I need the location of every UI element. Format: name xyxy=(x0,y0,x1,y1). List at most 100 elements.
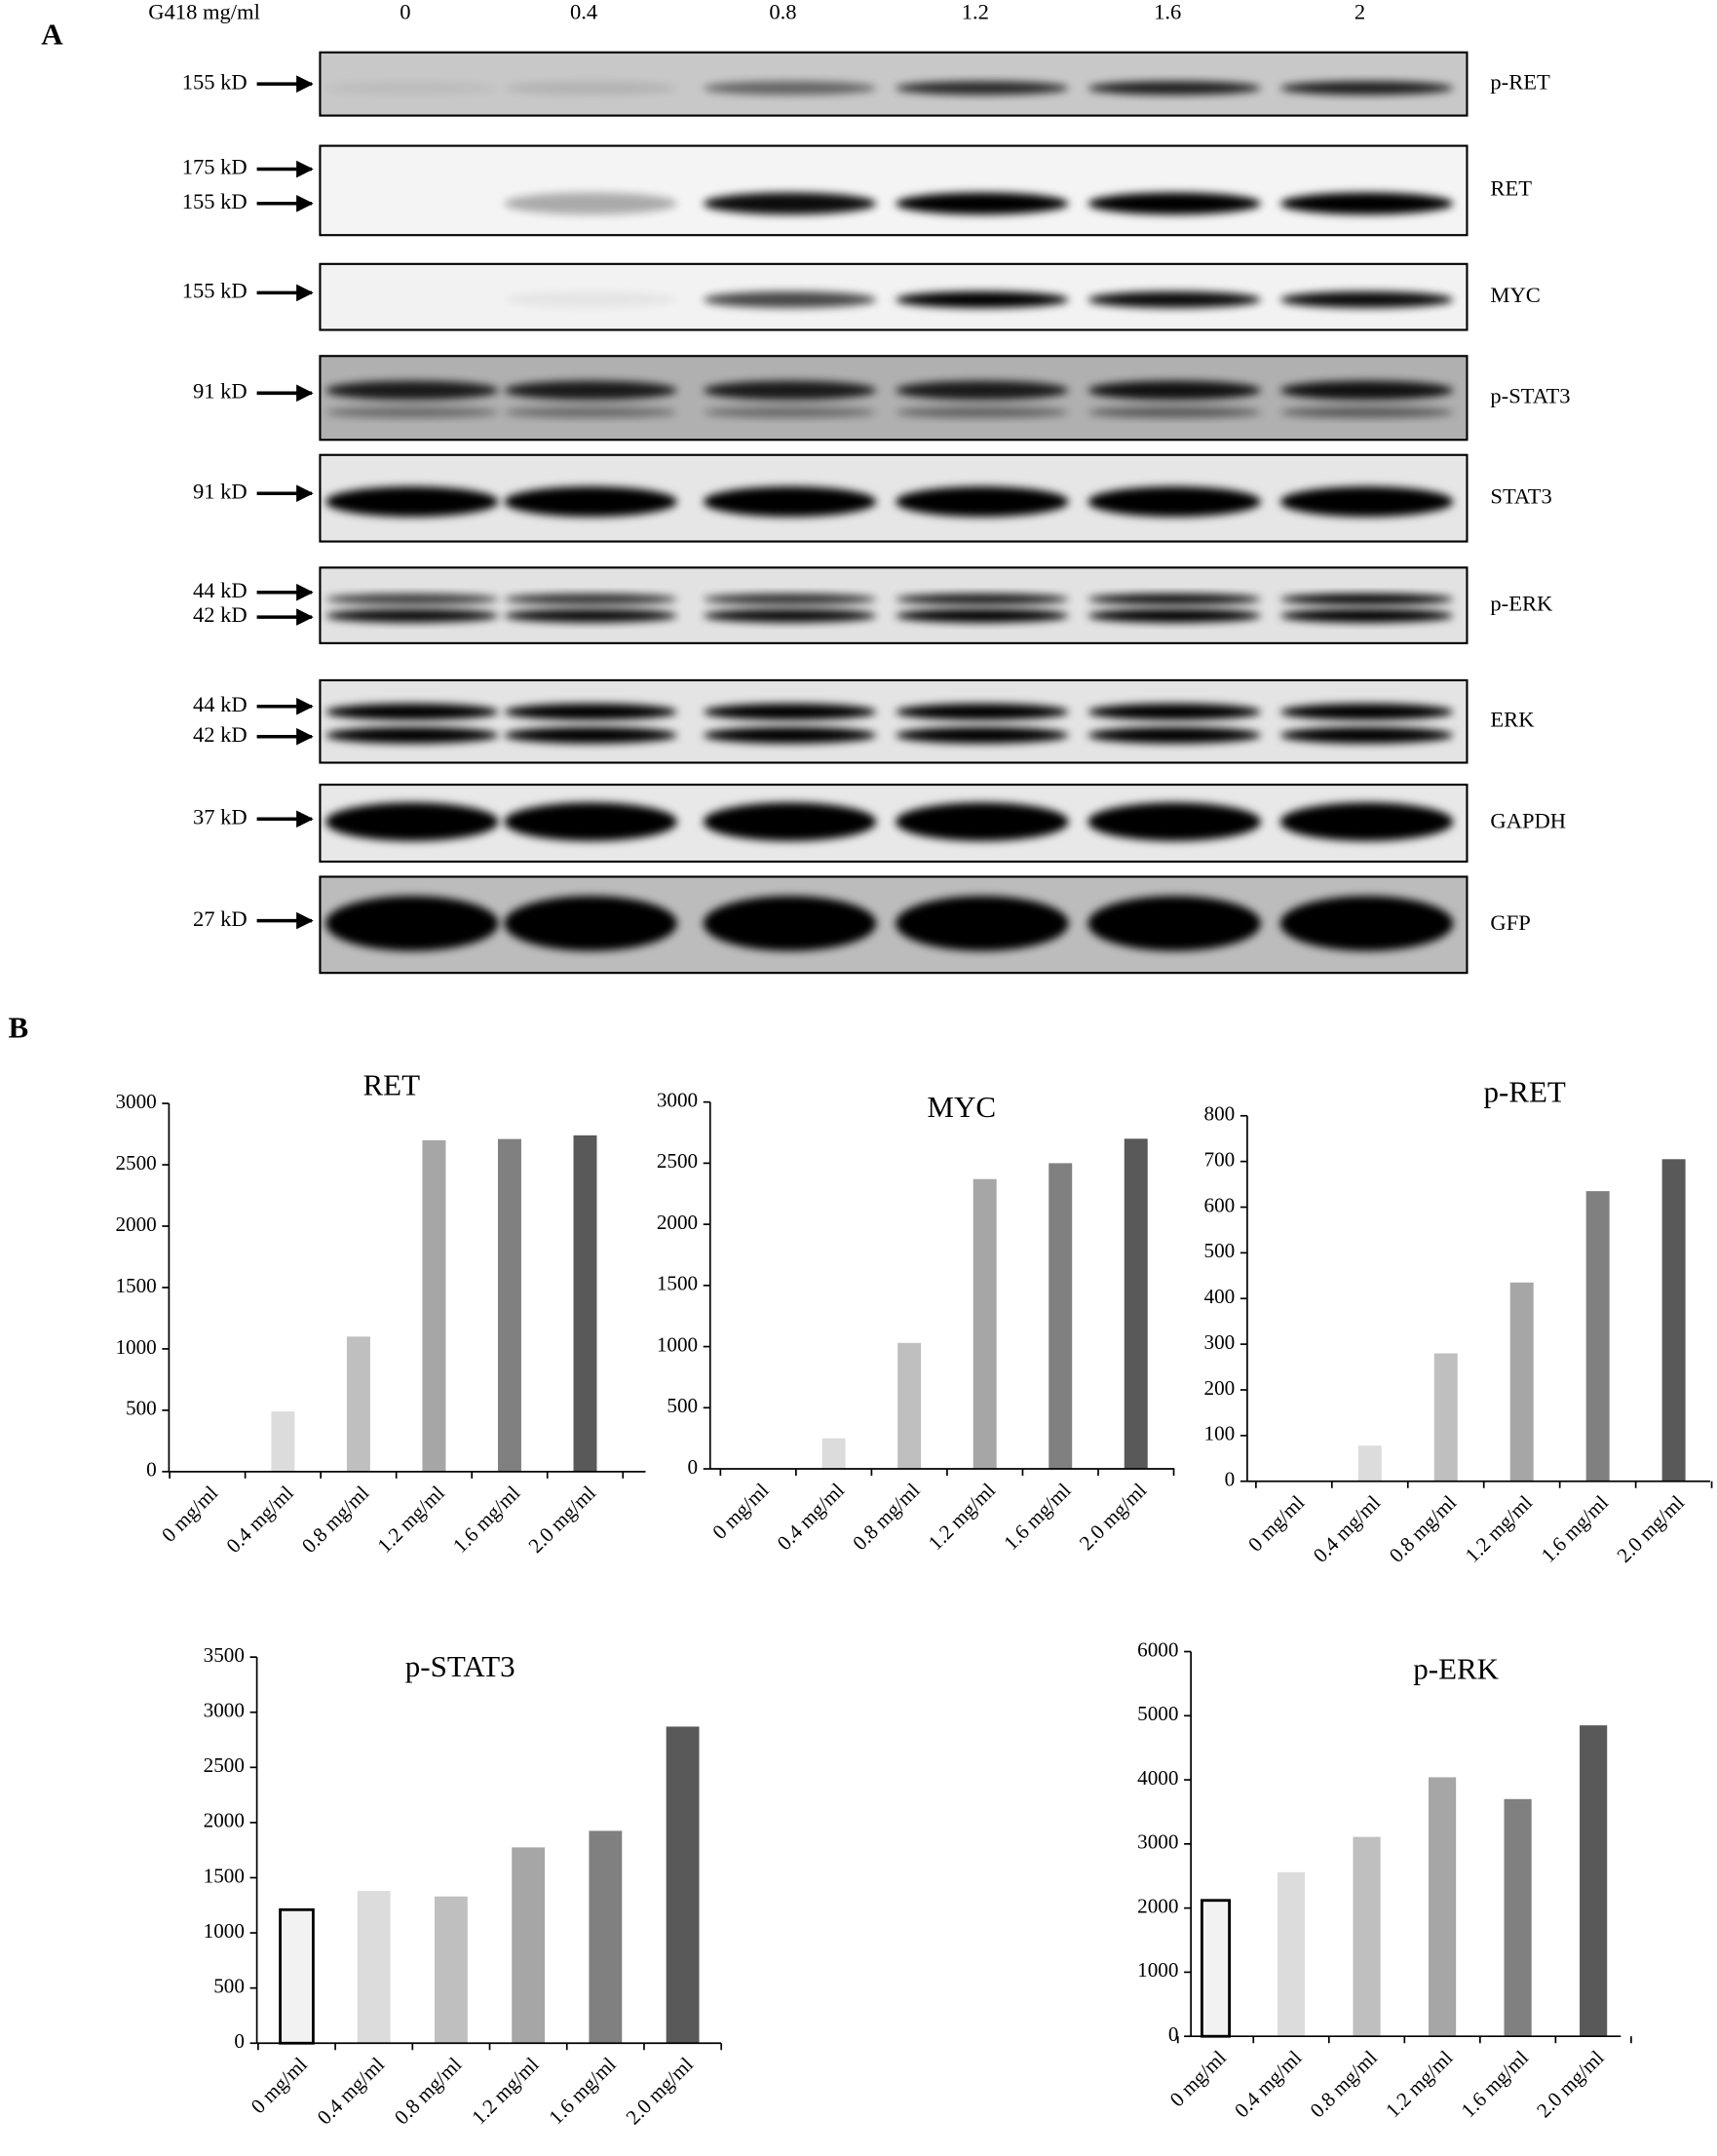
y-tick-label: 2500 xyxy=(115,1151,156,1174)
y-tick-label: 2000 xyxy=(204,1809,245,1832)
band xyxy=(896,406,1069,418)
bar xyxy=(973,1178,997,1470)
band xyxy=(1279,608,1454,623)
bar xyxy=(279,1907,315,2045)
band xyxy=(504,608,677,623)
band xyxy=(703,192,877,215)
band xyxy=(1087,380,1262,401)
y-tick-label: 600 xyxy=(1204,1193,1236,1216)
band xyxy=(896,608,1069,623)
band xyxy=(703,486,877,518)
band xyxy=(896,726,1069,744)
blot-frame xyxy=(319,262,1469,331)
band xyxy=(325,726,499,744)
bar xyxy=(1353,1836,1381,2037)
y-tick-label: 200 xyxy=(1204,1376,1236,1400)
bar xyxy=(1433,1353,1458,1482)
band xyxy=(703,896,877,951)
bar xyxy=(666,1726,700,2044)
band xyxy=(1087,291,1262,308)
blot-background xyxy=(320,52,1468,116)
y-tick-label: 1500 xyxy=(115,1274,156,1297)
band xyxy=(504,406,677,418)
y-tick-label: 2000 xyxy=(657,1211,698,1234)
y-tick-label: 700 xyxy=(1204,1147,1236,1171)
bar xyxy=(1580,1725,1608,2037)
chart-title: p-RET xyxy=(1483,1075,1565,1109)
y-tick-label: 2000 xyxy=(115,1213,156,1236)
band xyxy=(703,703,877,720)
y-tick-label: 3000 xyxy=(1137,1830,1178,1854)
band xyxy=(1279,380,1454,401)
panel-label: A xyxy=(41,17,63,51)
y-tick-label: 0 xyxy=(1225,1468,1236,1491)
marker-label: 44 kD xyxy=(193,692,248,716)
band xyxy=(896,380,1069,401)
band xyxy=(325,406,499,418)
band xyxy=(1087,802,1262,841)
blot-background xyxy=(320,679,1468,763)
blot-frame xyxy=(319,144,1469,237)
y-tick-label: 800 xyxy=(1204,1102,1236,1126)
bar xyxy=(1357,1445,1382,1482)
band xyxy=(1087,896,1262,951)
bar xyxy=(1277,1871,1306,2037)
band xyxy=(325,896,499,951)
y-tick-label: 2500 xyxy=(204,1753,245,1777)
bar xyxy=(1049,1163,1073,1470)
band xyxy=(504,291,677,308)
lane-label: 1.6 xyxy=(1154,0,1181,23)
lane-label: 1.2 xyxy=(962,0,989,23)
band xyxy=(1279,291,1454,308)
bar xyxy=(1200,1899,1232,2038)
band xyxy=(504,802,677,841)
y-tick-label: 1500 xyxy=(204,1864,245,1887)
y-tick-label: 1000 xyxy=(657,1332,698,1356)
bar xyxy=(497,1138,521,1472)
blot-background xyxy=(320,356,1468,441)
y-tick-label: 500 xyxy=(213,1975,245,1998)
blot-frame xyxy=(319,678,1469,764)
protein-label: GFP xyxy=(1490,910,1530,935)
band xyxy=(703,802,877,841)
band xyxy=(504,380,677,401)
band xyxy=(896,896,1069,951)
blot-frame xyxy=(319,566,1469,644)
band xyxy=(1087,594,1262,605)
marker-label: 37 kD xyxy=(193,804,248,828)
band xyxy=(325,486,499,518)
marker-label: 155 kD xyxy=(182,279,248,303)
y-tick-label: 500 xyxy=(126,1397,157,1420)
band xyxy=(325,81,499,96)
bar xyxy=(346,1336,370,1472)
band xyxy=(703,81,877,96)
bar xyxy=(512,1847,546,2044)
band xyxy=(1279,726,1454,744)
protein-label: p-ERK xyxy=(1490,591,1553,615)
y-tick-label: 3000 xyxy=(115,1090,156,1113)
band xyxy=(1087,81,1262,96)
marker-label: 175 kD xyxy=(182,155,248,179)
band xyxy=(1087,726,1262,744)
lane-label: 0 xyxy=(400,0,410,23)
band xyxy=(1279,802,1454,841)
bar xyxy=(589,1830,623,2044)
marker-label: 91 kD xyxy=(193,479,248,503)
blot-frame xyxy=(319,783,1469,864)
band xyxy=(896,192,1069,215)
band xyxy=(504,896,677,951)
bar xyxy=(1585,1191,1610,1482)
band xyxy=(504,703,677,720)
bar xyxy=(357,1891,391,2044)
band xyxy=(1087,486,1262,518)
band xyxy=(504,81,677,96)
blot-frame xyxy=(319,875,1469,975)
band xyxy=(1279,594,1454,605)
band xyxy=(703,406,877,418)
protein-label: p-STAT3 xyxy=(1490,383,1570,407)
blot-frame xyxy=(319,51,1469,117)
y-tick-label: 0 xyxy=(234,2029,245,2053)
blot-frame xyxy=(319,355,1469,442)
y-tick-label: 3500 xyxy=(204,1643,245,1667)
